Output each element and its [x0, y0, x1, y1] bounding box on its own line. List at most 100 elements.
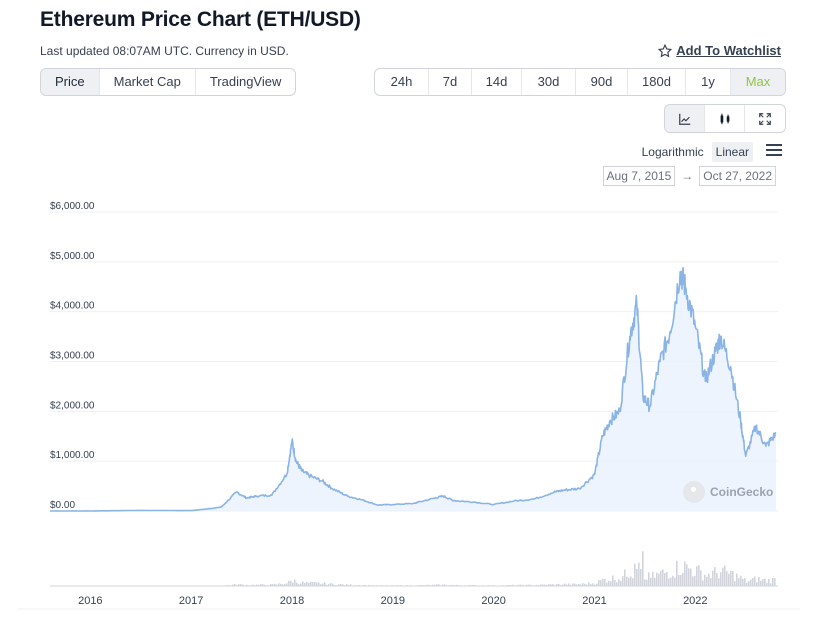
- volume-bar: [364, 584, 366, 586]
- range-7d[interactable]: 7d: [429, 69, 472, 95]
- range-max[interactable]: Max: [731, 69, 785, 95]
- volume-bar: [760, 580, 762, 586]
- volume-bar: [604, 578, 606, 586]
- volume-bar: [588, 582, 590, 586]
- volume-bar: [322, 583, 324, 586]
- volume-bar: [256, 584, 258, 586]
- volume-bar: [608, 580, 610, 586]
- time-range-tabs: 24h 7d 14d 30d 90d 180d 1y Max: [374, 68, 786, 96]
- volume-bar: [666, 571, 668, 586]
- volume-bar: [618, 579, 620, 586]
- volume-bar: [752, 578, 754, 586]
- volume-bar: [578, 584, 580, 586]
- volume-bar: [694, 575, 696, 586]
- line-chart-button[interactable]: [665, 105, 705, 132]
- range-24h[interactable]: 24h: [375, 69, 429, 95]
- range-14d[interactable]: 14d: [472, 69, 522, 95]
- volume-bar: [552, 584, 554, 586]
- y-tick-label: $3,000.00: [50, 351, 95, 362]
- volume-bar: [286, 583, 288, 586]
- scale-linear[interactable]: Linear: [711, 142, 753, 162]
- candlestick-icon: [720, 113, 729, 124]
- volume-bar: [636, 568, 638, 586]
- volume-bar: [670, 577, 672, 586]
- chart-type-toolbar: [664, 104, 786, 133]
- volume-bar: [574, 583, 576, 586]
- volume-bar: [748, 581, 750, 586]
- volume-bar: [710, 578, 712, 586]
- volume-bar: [688, 568, 690, 586]
- volume-bar: [350, 584, 352, 586]
- x-tick-label: 2017: [179, 595, 203, 607]
- volume-bar: [246, 584, 248, 586]
- scale-logarithmic[interactable]: Logarithmic: [641, 145, 704, 159]
- volume-bar: [692, 576, 694, 586]
- volume-bar: [598, 580, 600, 586]
- coingecko-watermark: CoinGecko: [683, 481, 773, 503]
- volume-bar: [740, 575, 742, 586]
- volume-bar: [368, 584, 370, 586]
- tab-market-cap[interactable]: Market Cap: [100, 69, 196, 95]
- volume-bar: [444, 584, 446, 586]
- tab-tradingview[interactable]: TradingView: [209, 74, 282, 89]
- y-tick-label: $4,000.00: [50, 301, 95, 312]
- date-arrow: →: [681, 169, 694, 183]
- range-180d[interactable]: 180d: [628, 69, 686, 95]
- volume-bar: [276, 584, 278, 586]
- x-tick-label: 2018: [280, 595, 304, 607]
- chart-mode-tabs: Price Market Cap TradingView: [40, 68, 297, 96]
- volume-bar: [738, 578, 740, 586]
- volume-bar: [294, 579, 296, 586]
- volume-bar: [520, 584, 522, 586]
- volume-bar: [296, 582, 298, 586]
- volume-bar: [700, 570, 702, 586]
- volume-bar: [736, 573, 738, 586]
- volume-bar: [330, 583, 332, 586]
- line-chart-icon: [678, 113, 690, 125]
- volume-bar: [592, 583, 594, 586]
- tab-price[interactable]: Price: [41, 69, 100, 95]
- volume-bar: [684, 561, 686, 586]
- volume-bar: [690, 568, 692, 586]
- fullscreen-button[interactable]: [745, 105, 785, 132]
- volume-bar: [280, 583, 282, 586]
- volume-bar: [426, 584, 428, 586]
- y-tick-label: $0.00: [50, 500, 75, 511]
- range-90d[interactable]: 90d: [576, 69, 628, 95]
- volume-bar: [512, 584, 514, 586]
- volume-bar: [722, 567, 724, 586]
- volume-bar: [714, 567, 716, 586]
- volume-bar: [632, 578, 634, 586]
- volume-bar: [730, 570, 732, 586]
- x-tick-label: 2020: [481, 595, 505, 607]
- volume-bar: [232, 584, 234, 586]
- x-tick-label: 2016: [78, 595, 102, 607]
- volume-bar: [556, 583, 558, 586]
- volume-bar: [572, 583, 574, 586]
- volume-bar: [616, 582, 618, 586]
- watchlist-label: Add To Watchlist: [676, 43, 781, 58]
- candlestick-button[interactable]: [705, 105, 745, 132]
- volume-bar: [590, 584, 592, 586]
- volume-bar: [620, 580, 622, 586]
- volume-bar: [680, 574, 682, 586]
- range-30d[interactable]: 30d: [522, 69, 576, 95]
- hamburger-menu-icon[interactable]: [766, 144, 782, 156]
- add-to-watchlist-link[interactable]: Add To Watchlist: [658, 43, 781, 58]
- volume-bar: [652, 571, 654, 586]
- volume-bar: [582, 583, 584, 586]
- volume-bar: [436, 584, 438, 586]
- volume-bar: [638, 562, 640, 586]
- date-to-field[interactable]: Oct 27, 2022: [699, 166, 776, 186]
- volume-bar: [728, 573, 730, 586]
- volume-bar: [526, 584, 528, 586]
- date-from-field[interactable]: Aug 7, 2015: [602, 166, 676, 186]
- volume-bar: [536, 584, 538, 586]
- volume-bar: [686, 564, 688, 586]
- volume-bar: [624, 569, 626, 586]
- volume-bar: [622, 576, 624, 586]
- volume-bar: [676, 560, 678, 586]
- range-1y[interactable]: 1y: [686, 69, 731, 95]
- fullscreen-icon: [759, 112, 771, 125]
